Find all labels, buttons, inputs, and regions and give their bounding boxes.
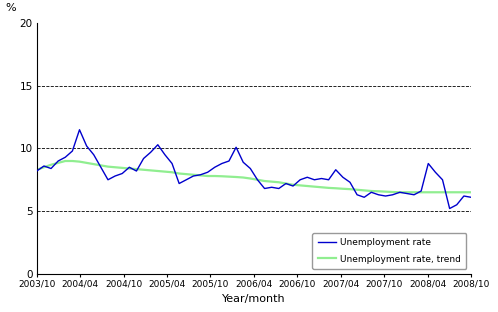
X-axis label: Year/month: Year/month bbox=[222, 294, 286, 304]
Unemployment rate, trend bbox=[126, 167, 132, 170]
Unemployment rate, trend bbox=[77, 160, 83, 163]
Unemployment rate, trend bbox=[62, 159, 68, 163]
Line: Unemployment rate: Unemployment rate bbox=[37, 130, 471, 208]
Line: Unemployment rate, trend: Unemployment rate, trend bbox=[37, 161, 471, 192]
Unemployment rate bbox=[77, 128, 83, 132]
Unemployment rate bbox=[34, 169, 40, 173]
Unemployment rate bbox=[155, 143, 161, 147]
Unemployment rate, trend bbox=[254, 178, 260, 182]
Unemployment rate, trend bbox=[155, 169, 161, 173]
Unemployment rate bbox=[69, 149, 75, 153]
Unemployment rate, trend bbox=[468, 190, 474, 194]
Unemployment rate bbox=[418, 189, 424, 193]
Unemployment rate, trend bbox=[304, 184, 310, 188]
Unemployment rate, trend bbox=[34, 168, 40, 172]
Unemployment rate, trend bbox=[425, 190, 431, 194]
Unemployment rate bbox=[468, 195, 474, 199]
Y-axis label: %: % bbox=[5, 3, 16, 13]
Unemployment rate, trend bbox=[397, 190, 403, 194]
Unemployment rate bbox=[447, 207, 453, 210]
Unemployment rate bbox=[126, 165, 132, 169]
Unemployment rate bbox=[254, 178, 260, 182]
Legend: Unemployment rate, Unemployment rate, trend: Unemployment rate, Unemployment rate, tr… bbox=[312, 233, 467, 269]
Unemployment rate bbox=[304, 175, 310, 179]
